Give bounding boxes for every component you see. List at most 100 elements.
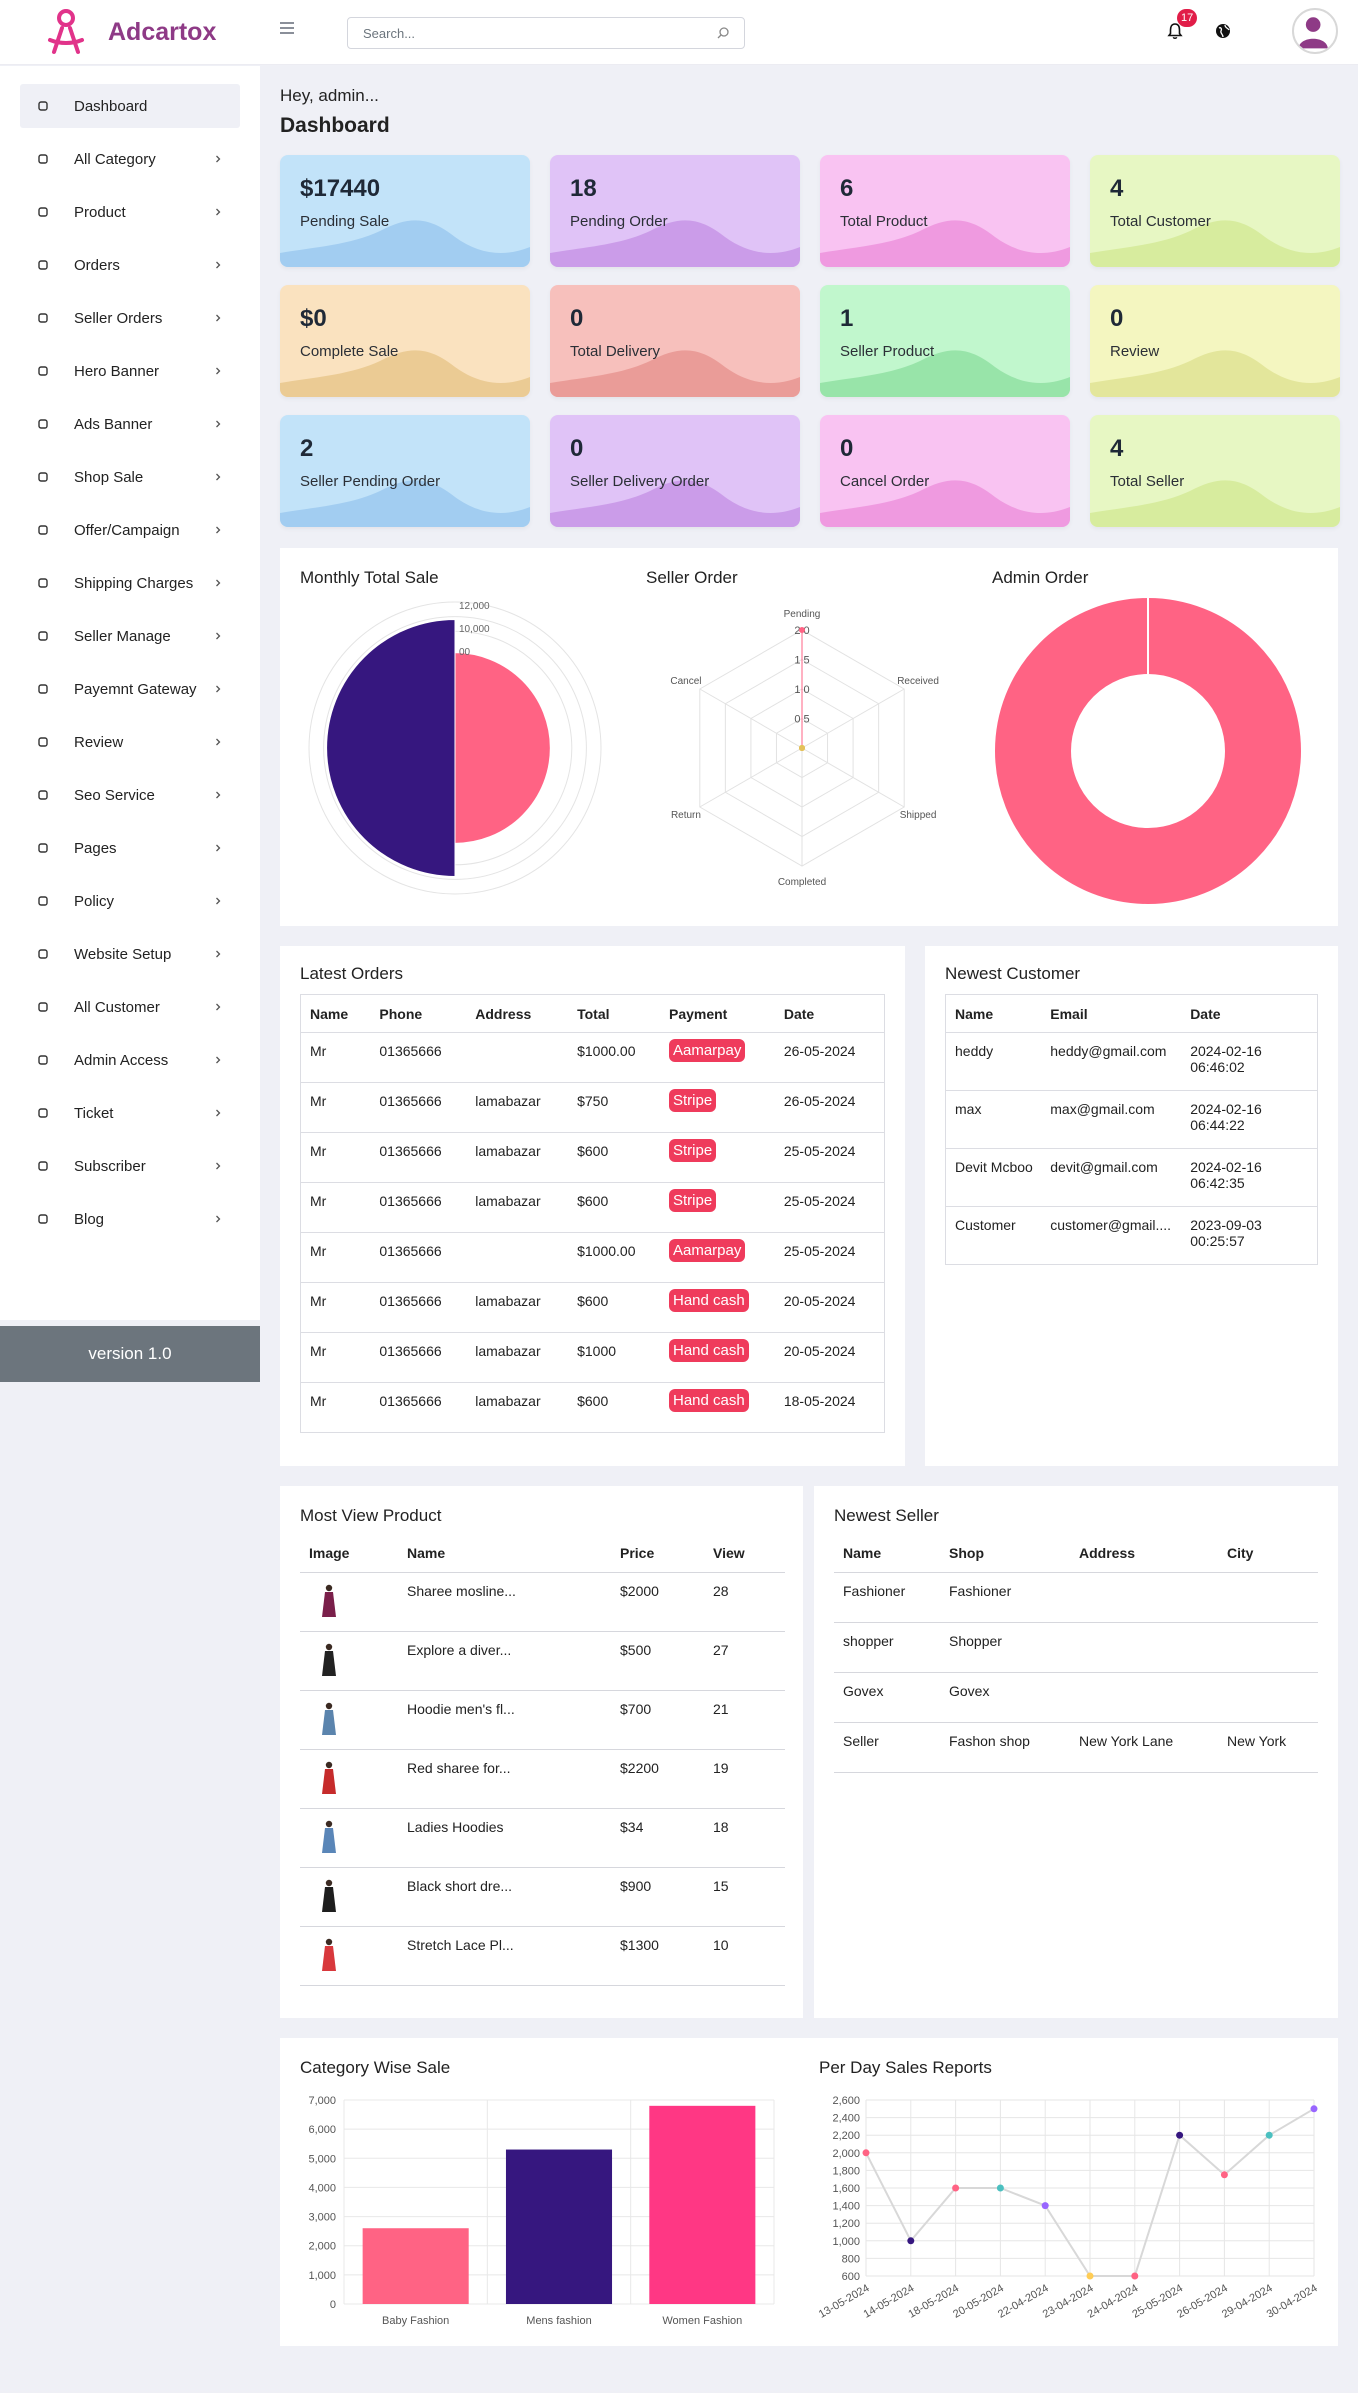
hoodie-thumbnail[interactable] bbox=[319, 1701, 339, 1737]
user-avatar-icon[interactable] bbox=[1292, 8, 1338, 54]
table-row[interactable]: Explore a diver... $500 27 bbox=[300, 1631, 785, 1691]
dress-thumbnail[interactable] bbox=[319, 1878, 339, 1914]
line-point-9[interactable] bbox=[1265, 2131, 1273, 2139]
cell-text[interactable]: Ladies Hoodies bbox=[407, 1818, 504, 1835]
line-point-2[interactable] bbox=[952, 2184, 960, 2192]
bar-baby-fashion[interactable] bbox=[362, 2228, 469, 2304]
table-row[interactable]: Mr 01365666 $1000.00 Aamarpay 25-05-2024 bbox=[300, 1232, 885, 1283]
table-row[interactable]: Mr 01365666 lamabazar $600 Stripe 25-05-2024 bbox=[300, 1182, 885, 1233]
line-point-1[interactable] bbox=[907, 2237, 915, 2245]
bar-women-fashion[interactable] bbox=[649, 2105, 756, 2304]
sidebar-item-pages[interactable]: Pages bbox=[20, 826, 240, 870]
bell-icon[interactable] bbox=[1166, 22, 1184, 40]
sidebar-item-admin-access[interactable]: Admin Access bbox=[20, 1038, 240, 1082]
saree-thumbnail[interactable] bbox=[319, 1583, 339, 1619]
search-icon[interactable] bbox=[716, 26, 730, 40]
line-point-5[interactable] bbox=[1086, 2272, 1094, 2280]
stat-card-total-delivery[interactable]: 0 Total Delivery bbox=[550, 285, 800, 397]
table-row[interactable]: Devit Mcboo devit@gmail.com 2024-02-16 06:… bbox=[945, 1148, 1318, 1207]
line-point-6[interactable] bbox=[1131, 2272, 1139, 2280]
line-point-8[interactable] bbox=[1220, 2171, 1228, 2179]
table-row[interactable]: Fashioner Fashioner bbox=[834, 1572, 1318, 1623]
stat-card-total-seller[interactable]: 4 Total Seller bbox=[1090, 415, 1340, 527]
sidebar-item-website-setup[interactable]: Website Setup bbox=[20, 932, 240, 976]
hoodie-thumbnail[interactable] bbox=[319, 1819, 339, 1855]
stat-card-review[interactable]: 0 Review bbox=[1090, 285, 1340, 397]
table-row[interactable]: Ladies Hoodies $34 18 bbox=[300, 1808, 785, 1868]
stat-card-seller-pending-order[interactable]: 2 Seller Pending Order bbox=[280, 415, 530, 527]
stat-card-complete-sale[interactable]: $0 Complete Sale bbox=[280, 285, 530, 397]
cell-text[interactable]: Hoodie men's fl... bbox=[407, 1700, 515, 1717]
globe-icon[interactable] bbox=[1214, 22, 1232, 40]
table-row[interactable]: Mr 01365666 lamabazar $1000 Hand cash 20-05-2… bbox=[300, 1332, 885, 1383]
table-row[interactable]: Mr 01365666 $1000.00 Aamarpay 26-05-2024 bbox=[300, 1032, 885, 1083]
cell-text[interactable]: Red sharee for... bbox=[407, 1759, 511, 1776]
table-row[interactable]: max max@gmail.com 2024-02-16 06:44:22 bbox=[945, 1090, 1318, 1149]
sidebar-item-blog[interactable]: Blog bbox=[20, 1197, 240, 1241]
sidebar-item-shipping-charges[interactable]: Shipping Charges bbox=[20, 561, 240, 605]
newest-customer-title: Newest Customer bbox=[945, 964, 1081, 983]
latest-orders-card: Latest Orders Name Phone Address Total Payme… bbox=[280, 946, 905, 1466]
sidebar-item-payemnt-gateway[interactable]: Payemnt Gateway bbox=[20, 667, 240, 711]
cell-text[interactable]: Sharee mosline... bbox=[407, 1582, 516, 1599]
line-point-10[interactable] bbox=[1310, 2105, 1318, 2113]
stat-card-cancel-order[interactable]: 0 Cancel Order bbox=[820, 415, 1070, 527]
brand-logo[interactable]: Adcartox bbox=[46, 8, 216, 56]
sidebar-item-all-category[interactable]: All Category bbox=[20, 137, 240, 181]
saree-thumbnail[interactable] bbox=[319, 1760, 339, 1796]
stat-card-pending-order[interactable]: 18 Pending Order bbox=[550, 155, 800, 267]
sidebar-item-label: Shop Sale bbox=[74, 468, 144, 486]
line-point-7[interactable] bbox=[1176, 2131, 1184, 2139]
cell-text[interactable]: Explore a diver... bbox=[407, 1641, 512, 1658]
table-row[interactable]: Customer customer@gmail.... 2023-09-03 00:… bbox=[945, 1206, 1318, 1265]
table-row[interactable]: Govex Govex bbox=[834, 1672, 1318, 1723]
stat-card-pending-sale[interactable]: $17440 Pending Sale bbox=[280, 155, 530, 267]
dress-thumbnail[interactable] bbox=[319, 1937, 339, 1973]
stat-card-seller-delivery-order[interactable]: 0 Seller Delivery Order bbox=[550, 415, 800, 527]
polar-slice-0[interactable] bbox=[454, 652, 551, 844]
sidebar-item-shop-sale[interactable]: Shop Sale bbox=[20, 455, 240, 499]
table-row[interactable]: Mr 01365666 lamabazar $600 Stripe 25-05-2024 bbox=[300, 1132, 885, 1183]
table-row[interactable]: Stretch Lace Pl... $1300 10 bbox=[300, 1926, 785, 1986]
menu-icon[interactable] bbox=[280, 22, 294, 37]
sidebar-item-ads-banner[interactable]: Ads Banner bbox=[20, 402, 240, 446]
dress-thumbnail[interactable] bbox=[319, 1642, 339, 1678]
sidebar-item-policy[interactable]: Policy bbox=[20, 879, 240, 923]
cell-text[interactable]: Black short dre... bbox=[407, 1877, 513, 1894]
search-input[interactable] bbox=[348, 18, 708, 48]
sidebar-item-seller-manage[interactable]: Seller Manage bbox=[20, 614, 240, 658]
table-row[interactable]: Sharee mosline... $2000 28 bbox=[300, 1572, 785, 1632]
sidebar-item-subscriber[interactable]: Subscriber bbox=[20, 1144, 240, 1188]
stat-card-seller-product[interactable]: 1 Seller Product bbox=[820, 285, 1070, 397]
sidebar-item-seller-orders[interactable]: Seller Orders bbox=[20, 296, 240, 340]
table-row[interactable]: Mr 01365666 lamabazar $600 Hand cash 20-05-20… bbox=[300, 1282, 885, 1333]
polar-slice-1[interactable] bbox=[326, 619, 456, 877]
sidebar-item-all-customer[interactable]: All Customer bbox=[20, 985, 240, 1029]
radar-point-0[interactable] bbox=[799, 627, 805, 633]
table-row[interactable]: Hoodie men's fl... $700 21 bbox=[300, 1690, 785, 1750]
radar-point-5[interactable] bbox=[799, 745, 805, 751]
sidebar-item-seo-service[interactable]: Seo Service bbox=[20, 773, 240, 817]
table-row[interactable]: Mr 01365666 lamabazar $750 Stripe 26-05-2024 bbox=[300, 1082, 885, 1133]
bar-mens-fashion[interactable] bbox=[505, 2149, 613, 2304]
line-point-3[interactable] bbox=[996, 2184, 1004, 2192]
table-row[interactable]: Mr 01365666 lamabazar $600 Hand cash 18-05-20… bbox=[300, 1382, 885, 1433]
stat-value: 6 bbox=[840, 175, 854, 202]
sidebar-item-offer-campaign[interactable]: Offer/Campaign bbox=[20, 508, 240, 552]
stat-card-total-customer[interactable]: 4 Total Customer bbox=[1090, 155, 1340, 267]
sidebar-item-dashboard[interactable]: Dashboard bbox=[20, 84, 240, 128]
line-point-4[interactable] bbox=[1041, 2202, 1049, 2210]
line-point-0[interactable] bbox=[862, 2149, 870, 2157]
stat-card-total-product[interactable]: 6 Total Product bbox=[820, 155, 1070, 267]
sidebar-item-hero-banner[interactable]: Hero Banner bbox=[20, 349, 240, 393]
table-row[interactable]: shopper Shopper bbox=[834, 1622, 1318, 1673]
table-row[interactable]: Seller Fashon shop New York Lane New York bbox=[834, 1722, 1318, 1773]
cell-text[interactable]: Stretch Lace Pl... bbox=[407, 1936, 514, 1953]
sidebar-item-ticket[interactable]: Ticket bbox=[20, 1091, 240, 1135]
table-row[interactable]: heddy heddy@gmail.com 2024-02-16 06:46:02 bbox=[945, 1032, 1318, 1091]
table-row[interactable]: Black short dre... $900 15 bbox=[300, 1867, 785, 1927]
sidebar-item-product[interactable]: Product bbox=[20, 190, 240, 234]
sidebar-item-review[interactable]: Review bbox=[20, 720, 240, 764]
sidebar-item-orders[interactable]: Orders bbox=[20, 243, 240, 287]
table-row[interactable]: Red sharee for... $2200 19 bbox=[300, 1749, 785, 1809]
